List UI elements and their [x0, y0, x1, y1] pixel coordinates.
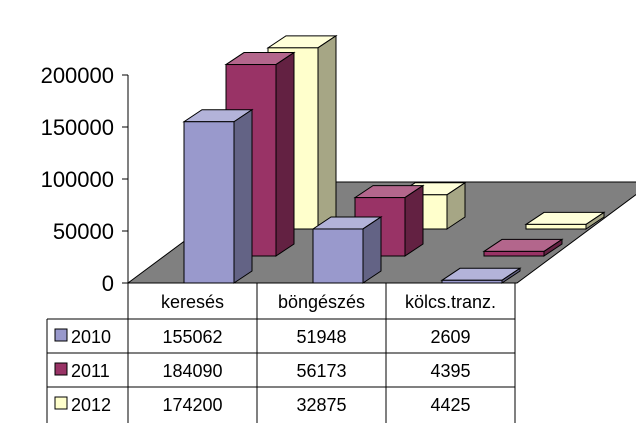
legend-swatch [54, 396, 68, 410]
table-cell: 56173 [296, 361, 346, 381]
legend-swatch [54, 362, 68, 376]
y-tick-label: 50000 [53, 219, 114, 244]
bar-front [312, 228, 364, 284]
table-cell: 4425 [430, 395, 470, 415]
legend-swatch [54, 328, 68, 342]
bar-front [183, 121, 235, 284]
table-header-1: keresés [161, 292, 224, 312]
y-tick-label: 200000 [41, 63, 114, 88]
y-axis: 0 50000 100000 150000 200000 [41, 63, 129, 296]
y-tick-label: 0 [102, 271, 114, 296]
bars [182, 34, 606, 284]
bar-side [233, 108, 253, 284]
bar-side [317, 34, 337, 230]
table-cell: 32875 [296, 395, 346, 415]
bar-front [483, 250, 545, 257]
table-cell: 2609 [430, 327, 470, 347]
table-cell: 184090 [162, 361, 222, 381]
bar-front [441, 279, 503, 284]
bar-2010-1 [182, 108, 254, 284]
table-cell: 51948 [296, 327, 346, 347]
bar-2010-2 [311, 216, 383, 284]
bar-2011-3 [482, 238, 564, 257]
table-cell: 174200 [162, 395, 222, 415]
y-tick-label: 100000 [41, 167, 114, 192]
bar-side [275, 51, 295, 257]
legend-label: 2011 [71, 361, 110, 381]
table-cell: 155062 [162, 327, 222, 347]
table-cell: 4395 [430, 361, 470, 381]
legend-label: 2010 [71, 327, 111, 347]
bar-2010-3 [440, 267, 522, 284]
bar-front [525, 223, 587, 230]
table-header-3: kölcs.tranz. [405, 292, 496, 312]
bar-2012-3 [524, 211, 606, 230]
bar-side [362, 216, 382, 284]
y-tick-label: 150000 [41, 115, 114, 140]
table-header-2: böngészés [278, 292, 365, 312]
bar-side [404, 184, 424, 257]
legend-label: 2012 [71, 395, 111, 415]
data-table: keresés böngészés kölcs.tranz. 2010 155062 51… [46, 283, 516, 423]
